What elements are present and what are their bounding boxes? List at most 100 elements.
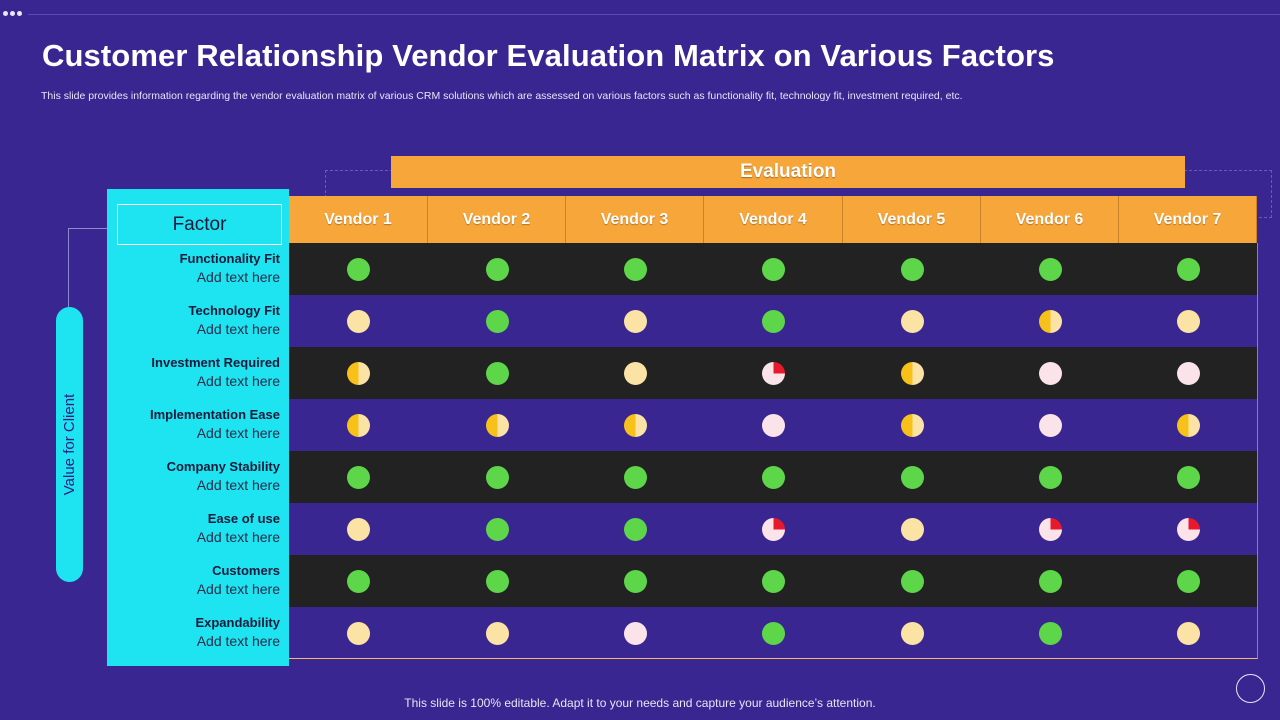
rating-ball-icon <box>623 465 647 489</box>
rating-ball-icon <box>485 465 509 489</box>
factor-description: Add text here <box>196 269 280 285</box>
rating-ball-icon <box>1038 361 1062 385</box>
rating-ball-icon <box>1038 517 1062 541</box>
rating-ball-icon <box>485 569 509 593</box>
rating-ball-icon <box>900 309 924 333</box>
rating-ball-icon <box>347 257 370 281</box>
factor-column <box>107 189 289 666</box>
slide-dots-icon <box>3 11 22 16</box>
factor-item: Investment Required Add text here <box>107 353 280 391</box>
rating-ball-icon <box>623 413 647 437</box>
factor-description: Add text here <box>196 321 280 337</box>
rating-ball-icon <box>347 309 370 333</box>
factor-name: Implementation Ease <box>149 407 280 422</box>
rating-ball-icon <box>900 257 924 281</box>
rating-ball-icon <box>347 361 370 385</box>
factor-description: Add text here <box>196 581 280 597</box>
rating-ball-icon <box>1176 413 1200 437</box>
rating-ball-icon <box>485 309 509 333</box>
factor-item: Company Stability Add text here <box>107 457 280 495</box>
factor-description: Add text here <box>196 529 280 545</box>
vendor-header-3: Vendor 3 <box>566 196 704 243</box>
rating-ball-icon <box>762 257 785 281</box>
factor-name: Functionality Fit <box>179 251 280 266</box>
factor-name: Customers <box>212 563 280 578</box>
rating-ball-icon <box>1038 413 1062 437</box>
rating-ball-icon <box>485 517 509 541</box>
rating-ball-icon <box>1038 569 1062 593</box>
rating-ball-icon <box>1176 309 1200 333</box>
factor-description: Add text here <box>196 477 280 493</box>
connector-line <box>68 228 69 308</box>
rating-ball-icon <box>485 621 509 645</box>
factor-item: Implementation Ease Add text here <box>107 405 280 443</box>
vendor-header-6: Vendor 6 <box>981 196 1119 243</box>
vendor-header-5: Vendor 5 <box>843 196 981 243</box>
slide-subtitle: This slide provides information regardin… <box>41 90 963 102</box>
factor-item: Functionality Fit Add text here <box>107 249 280 287</box>
value-for-client-pill <box>56 307 83 582</box>
rating-ball-icon <box>623 309 647 333</box>
rating-ball-icon <box>762 517 785 541</box>
vendor-header-7: Vendor 7 <box>1119 196 1257 243</box>
factor-item: Ease of use Add text here <box>107 509 280 547</box>
factor-name: Company Stability <box>166 459 280 474</box>
rating-ball-icon <box>1038 309 1062 333</box>
factor-item: Customers Add text here <box>107 561 280 599</box>
evaluation-header: Evaluation <box>391 156 1185 188</box>
factor-name: Technology Fit <box>188 303 280 318</box>
value-for-client-label: Value for Client <box>61 393 79 496</box>
header-divider <box>28 14 1280 15</box>
factor-description: Add text here <box>196 633 280 649</box>
rating-ball-icon <box>900 413 924 437</box>
rating-ball-icon <box>762 465 785 489</box>
rating-ball-icon <box>1176 569 1200 593</box>
page-indicator-icon <box>1236 674 1265 703</box>
rating-ball-icon <box>762 361 785 385</box>
vendor-header-2: Vendor 2 <box>428 196 566 243</box>
rating-ball-icon <box>347 465 370 489</box>
factor-item: Technology Fit Add text here <box>107 301 280 339</box>
connector-line <box>68 228 108 229</box>
slide-title: Customer Relationship Vendor Evaluation … <box>42 38 1055 73</box>
factor-name: Expandability <box>195 615 280 630</box>
rating-ball-icon <box>1038 621 1062 645</box>
rating-ball-icon <box>1038 257 1062 281</box>
slide-footer: This slide is 100% editable. Adapt it to… <box>404 696 876 710</box>
rating-ball-icon <box>1038 465 1062 489</box>
vendor-header-4: Vendor 4 <box>704 196 843 243</box>
factor-description: Add text here <box>196 425 280 441</box>
rating-ball-icon <box>762 309 785 333</box>
rating-ball-icon <box>900 517 924 541</box>
rating-ball-icon <box>762 621 785 645</box>
factor-description: Add text here <box>196 373 280 389</box>
rating-ball-icon <box>900 621 924 645</box>
rating-ball-icon <box>623 361 647 385</box>
vendor-header-1: Vendor 1 <box>289 196 428 243</box>
rating-ball-icon <box>762 569 785 593</box>
factor-item: Expandability Add text here <box>107 613 280 651</box>
rating-ball-icon <box>1176 517 1200 541</box>
rating-ball-icon <box>1176 257 1200 281</box>
factor-header: Factor <box>117 204 282 245</box>
factor-name: Ease of use <box>207 511 280 526</box>
rating-ball-icon <box>347 413 370 437</box>
rating-ball-icon <box>900 569 924 593</box>
rating-ball-icon <box>623 569 647 593</box>
rating-ball-icon <box>347 517 370 541</box>
rating-ball-icon <box>1176 465 1200 489</box>
rating-ball-icon <box>623 517 647 541</box>
factor-name: Investment Required <box>151 355 280 370</box>
rating-ball-icon <box>623 257 647 281</box>
rating-ball-icon <box>347 569 370 593</box>
rating-ball-icon <box>347 621 370 645</box>
rating-ball-icon <box>485 361 509 385</box>
rating-ball-icon <box>623 621 647 645</box>
rating-ball-icon <box>762 413 785 437</box>
rating-ball-icon <box>1176 621 1200 645</box>
rating-ball-icon <box>1176 361 1200 385</box>
rating-ball-icon <box>900 465 924 489</box>
rating-ball-icon <box>485 257 509 281</box>
rating-ball-icon <box>900 361 924 385</box>
rating-ball-icon <box>485 413 509 437</box>
